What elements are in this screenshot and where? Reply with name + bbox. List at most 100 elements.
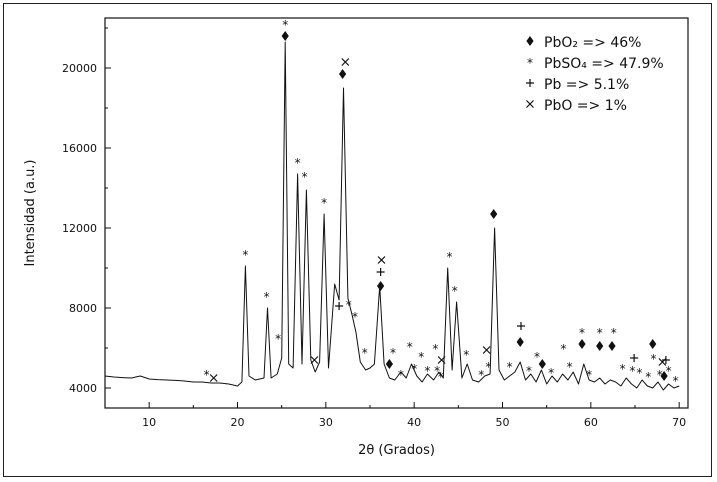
peak-marker-asterisk: * xyxy=(651,352,657,366)
peak-marker-diamond xyxy=(339,69,347,79)
peak-marker-plus xyxy=(335,302,344,310)
peak-marker-asterisk: * xyxy=(526,364,532,378)
peak-marker-asterisk: * xyxy=(611,326,617,340)
peak-marker-asterisk: * xyxy=(407,340,413,354)
peak-marker-asterisk: * xyxy=(507,360,513,374)
peak-marker-plus xyxy=(376,268,385,276)
asterisk-icon: * xyxy=(586,368,592,382)
peak-marker-asterisk: * xyxy=(295,156,301,170)
legend-entry: Pb => 5.1% xyxy=(544,77,629,93)
x-tick-label: 70 xyxy=(672,416,686,429)
peak-marker-asterisk: * xyxy=(620,362,626,376)
asterisk-icon: * xyxy=(390,346,396,360)
diamond-icon xyxy=(516,337,524,347)
asterisk-icon: * xyxy=(275,332,281,346)
x-tick-label: 20 xyxy=(231,416,245,429)
diamond-icon xyxy=(526,36,534,46)
asterisk-icon: * xyxy=(463,348,469,362)
asterisk-icon: * xyxy=(204,368,210,382)
asterisk-icon: * xyxy=(526,364,532,378)
figure-frame xyxy=(3,3,712,477)
legend-symbol-plus xyxy=(526,79,534,87)
peak-marker-asterisk: * xyxy=(657,368,663,382)
peak-marker-asterisk: * xyxy=(586,368,592,382)
asterisk-icon: * xyxy=(352,310,358,324)
asterisk-icon: * xyxy=(657,368,663,382)
y-tick-label: 8000 xyxy=(69,302,97,315)
peak-marker-diamond xyxy=(649,339,657,349)
asterisk-icon: * xyxy=(651,352,657,366)
peak-marker-asterisk: * xyxy=(636,366,642,380)
peak-marker-asterisk: * xyxy=(321,196,327,210)
asterisk-icon: * xyxy=(636,366,642,380)
diamond-icon xyxy=(608,341,616,351)
peak-marker-asterisk: * xyxy=(447,250,453,264)
peak-marker-asterisk: * xyxy=(302,170,308,184)
cross-icon xyxy=(377,256,386,264)
diamond-icon xyxy=(339,69,347,79)
peak-marker-diamond xyxy=(538,359,546,369)
asterisk-icon: * xyxy=(534,350,540,364)
peak-marker-diamond xyxy=(608,341,616,351)
peak-marker-asterisk: * xyxy=(579,326,585,340)
peak-marker-asterisk: * xyxy=(452,284,458,298)
asterisk-icon: * xyxy=(485,360,491,374)
cross-icon xyxy=(341,58,350,66)
peak-marker-plus xyxy=(630,354,639,362)
legend: PbO₂ => 46% * PbSO₄ => 47.9% Pb => 5.1% PbO … xyxy=(526,35,664,114)
peak-marker-asterisk: * xyxy=(362,346,368,360)
peak-marker-asterisk: * xyxy=(645,370,651,384)
asterisk-icon: * xyxy=(478,368,484,382)
peak-marker-asterisk: * xyxy=(534,350,540,364)
peak-marker-asterisk: * xyxy=(548,366,554,380)
peak-marker-cross xyxy=(310,356,319,364)
legend-entry: PbSO₄ => 47.9% xyxy=(544,56,664,72)
asterisk-icon: * xyxy=(507,360,513,374)
axes: 10 20 30 40 50 60 70 4000 8000 12000 16000 20000 2θ … xyxy=(23,17,689,458)
asterisk-icon: * xyxy=(411,362,417,376)
asterisk-icon: * xyxy=(438,370,444,384)
legend-entry: PbO => 1% xyxy=(544,98,627,114)
x-tick-label: 10 xyxy=(142,416,156,429)
asterisk-icon: * xyxy=(548,366,554,380)
asterisk-icon: * xyxy=(407,340,413,354)
peak-marker-asterisk: * xyxy=(434,364,440,378)
asterisk-icon: * xyxy=(527,56,533,70)
plus-icon xyxy=(661,356,670,364)
asterisk-icon: * xyxy=(398,368,404,382)
asterisk-icon: * xyxy=(629,364,635,378)
series-layer xyxy=(104,41,680,391)
diamond-icon xyxy=(660,371,668,381)
series-line xyxy=(104,41,680,391)
asterisk-icon: * xyxy=(424,364,430,378)
y-tick-label: 20000 xyxy=(62,62,97,75)
peak-marker-diamond xyxy=(660,371,668,381)
asterisk-icon: * xyxy=(346,298,352,312)
peak-marker-cross xyxy=(209,374,218,382)
legend-symbol-cross xyxy=(526,100,534,108)
asterisk-icon: * xyxy=(432,342,438,356)
asterisk-icon: * xyxy=(561,342,567,356)
asterisk-icon: * xyxy=(579,326,585,340)
peak-marker-asterisk: * xyxy=(561,342,567,356)
diamond-icon xyxy=(490,209,498,219)
cross-icon xyxy=(310,356,319,364)
asterisk-icon: * xyxy=(434,364,440,378)
diamond-icon xyxy=(538,359,546,369)
peak-marker-asterisk: * xyxy=(242,248,248,262)
peak-marker-diamond xyxy=(596,341,604,351)
peak-marker-asterisk: * xyxy=(673,374,679,388)
peak-marker-asterisk: * xyxy=(438,370,444,384)
peak-marker-asterisk: * xyxy=(398,368,404,382)
peak-marker-diamond xyxy=(385,359,393,369)
cross-icon xyxy=(482,346,491,354)
y-tick-label: 16000 xyxy=(62,142,97,155)
peak-marker-asterisk: * xyxy=(432,342,438,356)
peak-marker-asterisk: * xyxy=(418,350,424,364)
peak-marker-asterisk: * xyxy=(411,362,417,376)
peak-marker-asterisk: * xyxy=(666,364,672,378)
peak-marker-diamond xyxy=(516,337,524,347)
x-tick-label: 50 xyxy=(496,416,510,429)
asterisk-icon: * xyxy=(264,290,270,304)
plus-icon xyxy=(517,322,525,330)
